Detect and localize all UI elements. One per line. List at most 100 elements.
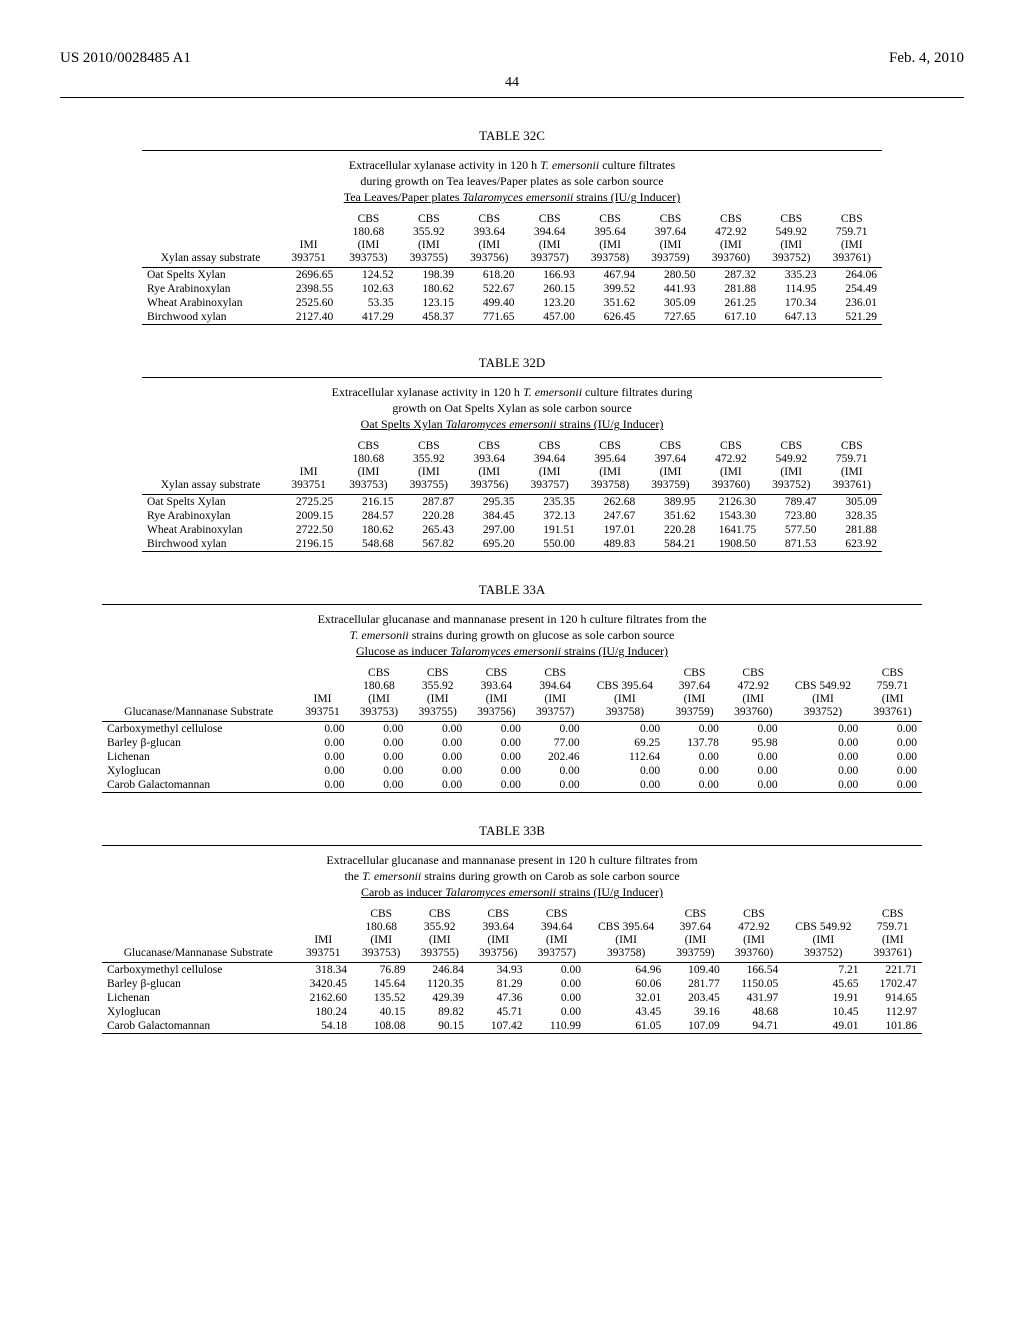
cell-value: 1702.47: [863, 977, 922, 991]
header-rule: [60, 97, 964, 98]
table-row: Wheat Arabinoxylan2525.6053.35123.15499.…: [142, 296, 882, 310]
cell-value: 550.00: [519, 537, 579, 552]
cell-value: 10.45: [783, 1005, 863, 1019]
cell-value: 372.13: [519, 509, 579, 523]
cell-value: 2162.60: [295, 991, 352, 1005]
cell-value: 281.88: [701, 282, 761, 296]
column-header: CBS472.92(IMI393760): [725, 907, 784, 963]
cell-value: 287.87: [399, 495, 459, 510]
column-header: CBS394.64(IMI393757): [526, 666, 585, 722]
column-header: CBS393.64(IMI393756): [459, 212, 519, 268]
column-header: CBS549.92(IMI393752): [761, 212, 821, 268]
cell-value: 45.65: [783, 977, 863, 991]
cell-value: 260.15: [519, 282, 579, 296]
cell-value: 617.10: [701, 310, 761, 325]
row-header-label: Glucanase/Mannanase Substrate: [102, 907, 295, 963]
cell-value: 202.46: [526, 750, 585, 764]
column-header: CBS 549.92(IMI393752): [783, 666, 864, 722]
table-block: TABLE 33AExtracellular glucanase and man…: [102, 582, 922, 793]
cell-value: 221.71: [863, 963, 922, 978]
cell-value: 246.84: [410, 963, 469, 978]
cell-value: 1150.05: [725, 977, 784, 991]
cell-value: 76.89: [352, 963, 411, 978]
table-row: Xyloglucan180.2440.1589.8245.710.0043.45…: [102, 1005, 922, 1019]
cell-value: 0.00: [863, 722, 922, 737]
cell-value: 0.00: [350, 722, 409, 737]
table-row: Rye Arabinoxylan2398.55102.63180.62522.6…: [142, 282, 882, 296]
column-header: IMI393751: [279, 212, 338, 268]
cell-value: 467.94: [580, 268, 640, 283]
cell-value: 123.20: [519, 296, 579, 310]
cell-value: 0.00: [585, 764, 666, 778]
cell-value: 137.78: [665, 736, 724, 750]
cell-value: 107.09: [666, 1019, 725, 1034]
cell-value: 2127.40: [279, 310, 338, 325]
cell-value: 0.00: [526, 722, 585, 737]
column-header: CBS355.92(IMI393755): [410, 907, 469, 963]
table-row: Barley β-glucan0.000.000.000.0077.0069.2…: [102, 736, 922, 750]
cell-value: 0.00: [528, 963, 587, 978]
table-row: Birchwood xylan2127.40417.29458.37771.65…: [142, 310, 882, 325]
cell-value: 522.67: [459, 282, 519, 296]
table-label: TABLE 33B: [102, 823, 922, 839]
publication-number: US 2010/0028485 A1: [60, 50, 191, 67]
cell-value: 197.01: [580, 523, 640, 537]
cell-value: 0.00: [783, 778, 864, 793]
cell-value: 647.13: [761, 310, 821, 325]
table-row: Carob Galactomannan0.000.000.000.000.000…: [102, 778, 922, 793]
table-caption: Extracellular glucanase and mannanase pr…: [102, 845, 922, 901]
cell-value: 180.24: [295, 1005, 352, 1019]
cell-value: 0.00: [467, 722, 526, 737]
cell-value: 295.35: [459, 495, 519, 510]
table-row: Birchwood xylan2196.15548.68567.82695.20…: [142, 537, 882, 552]
cell-value: 2696.65: [279, 268, 338, 283]
cell-value: 305.09: [821, 495, 882, 510]
column-header: CBS472.92(IMI393760): [724, 666, 783, 722]
row-label: Oat Spelts Xylan: [142, 268, 279, 283]
cell-value: 0.00: [585, 778, 666, 793]
cell-value: 45.71: [469, 1005, 528, 1019]
cell-value: 0.00: [528, 977, 587, 991]
cell-value: 90.15: [410, 1019, 469, 1034]
cell-value: 89.82: [410, 1005, 469, 1019]
cell-value: 198.39: [399, 268, 459, 283]
cell-value: 695.20: [459, 537, 519, 552]
column-header: IMI393751: [279, 439, 338, 495]
cell-value: 567.82: [399, 537, 459, 552]
cell-value: 2196.15: [279, 537, 338, 552]
cell-value: 0.00: [724, 764, 783, 778]
column-header: CBS 549.92(IMI393752): [783, 907, 863, 963]
table-block: TABLE 33B Extracellular glucanase and man…: [102, 823, 922, 1034]
cell-value: 0.00: [783, 764, 864, 778]
cell-value: 2398.55: [279, 282, 338, 296]
table-label: TABLE 32C: [142, 128, 882, 144]
row-label: Birchwood xylan: [142, 310, 279, 325]
column-header: IMI393751: [295, 907, 352, 963]
row-label: Carboxymethyl cellulose: [102, 963, 295, 978]
row-header-label: Xylan assay substrate: [142, 212, 279, 268]
row-label: Lichenan: [102, 991, 295, 1005]
cell-value: 2725.25: [279, 495, 338, 510]
cell-value: 0.00: [526, 778, 585, 793]
cell-value: 43.45: [586, 1005, 666, 1019]
cell-value: 351.62: [640, 509, 700, 523]
cell-value: 220.28: [640, 523, 700, 537]
cell-value: 727.65: [640, 310, 700, 325]
cell-value: 180.62: [338, 523, 398, 537]
table-block: TABLE 32C Extracellular xylanase activity…: [142, 128, 882, 325]
cell-value: 441.93: [640, 282, 700, 296]
cell-value: 281.77: [666, 977, 725, 991]
column-header: CBS759.71(IMI393761): [863, 907, 922, 963]
cell-value: 548.68: [338, 537, 398, 552]
cell-value: 351.62: [580, 296, 640, 310]
cell-value: 0.00: [467, 750, 526, 764]
cell-value: 328.35: [821, 509, 882, 523]
cell-value: 0.00: [724, 778, 783, 793]
cell-value: 626.45: [580, 310, 640, 325]
table-caption: Extracellular xylanase activity in 120 h…: [142, 150, 882, 206]
row-label: Carboxymethyl cellulose: [102, 722, 295, 737]
cell-value: 458.37: [399, 310, 459, 325]
cell-value: 49.01: [783, 1019, 863, 1034]
cell-value: 191.51: [519, 523, 579, 537]
cell-value: 53.35: [338, 296, 398, 310]
